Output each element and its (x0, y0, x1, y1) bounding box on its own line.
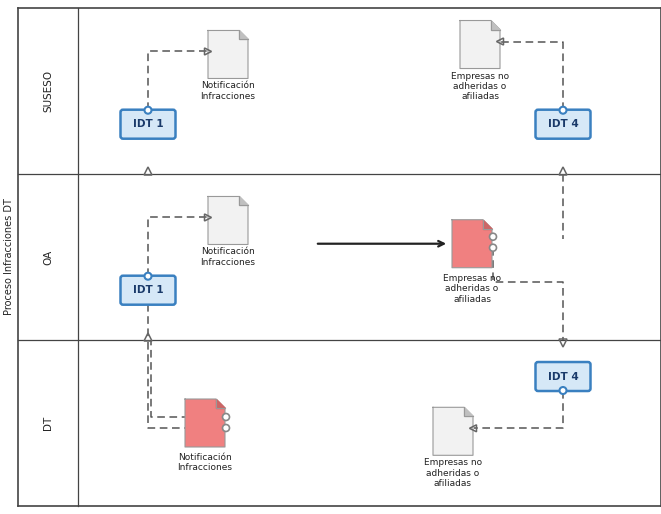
Polygon shape (464, 407, 473, 416)
Polygon shape (208, 30, 248, 79)
Polygon shape (185, 399, 225, 447)
Polygon shape (208, 196, 248, 245)
Text: IDT 1: IDT 1 (133, 119, 163, 129)
Circle shape (490, 244, 496, 251)
Text: Empresas no
adheridas o
afiliadas: Empresas no adheridas o afiliadas (443, 274, 501, 304)
Text: Empresas no
adheridas o
afiliadas: Empresas no adheridas o afiliadas (424, 458, 482, 488)
Text: IDT 4: IDT 4 (547, 372, 578, 381)
Polygon shape (216, 399, 225, 408)
Polygon shape (491, 21, 500, 29)
Text: SUSESO: SUSESO (43, 70, 53, 112)
Polygon shape (483, 219, 492, 229)
Text: IDT 4: IDT 4 (547, 119, 578, 129)
Polygon shape (433, 407, 473, 455)
Text: Empresas no
adheridas o
afiliadas: Empresas no adheridas o afiliadas (451, 71, 509, 101)
Text: DT: DT (43, 416, 53, 430)
Circle shape (145, 107, 151, 114)
FancyBboxPatch shape (535, 109, 590, 139)
Circle shape (559, 387, 566, 394)
FancyBboxPatch shape (120, 109, 176, 139)
Polygon shape (460, 21, 500, 68)
Polygon shape (239, 196, 248, 206)
Text: Proceso Infracciones DT: Proceso Infracciones DT (4, 198, 14, 316)
FancyBboxPatch shape (120, 276, 176, 305)
Circle shape (223, 413, 229, 420)
Text: Notificación
Infracciones: Notificación Infracciones (200, 82, 256, 101)
Text: OA: OA (43, 249, 53, 265)
Circle shape (223, 425, 229, 431)
Circle shape (145, 273, 151, 280)
Polygon shape (239, 30, 248, 40)
Text: Notificación
Infracciones: Notificación Infracciones (178, 453, 233, 472)
Polygon shape (452, 219, 492, 268)
Text: IDT 1: IDT 1 (133, 285, 163, 295)
Circle shape (490, 233, 496, 240)
FancyBboxPatch shape (535, 362, 590, 391)
Text: Notificación
Infracciones: Notificación Infracciones (200, 247, 256, 267)
Circle shape (559, 107, 566, 114)
